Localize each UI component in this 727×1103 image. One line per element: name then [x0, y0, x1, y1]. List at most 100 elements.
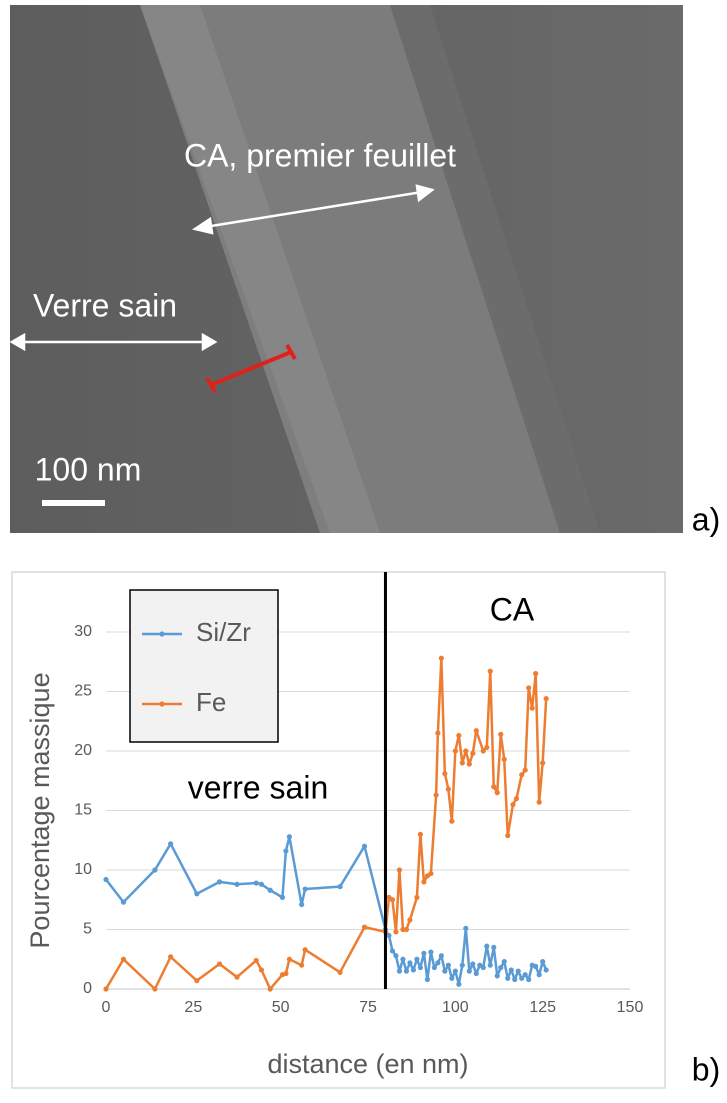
data-point [361, 924, 368, 930]
data-point [526, 685, 532, 691]
scale-bar [42, 500, 105, 506]
data-point [258, 881, 265, 887]
panel-label: b) [692, 1051, 720, 1087]
data-point [396, 867, 403, 873]
data-point [302, 886, 308, 892]
data-point [543, 967, 549, 973]
data-point [216, 879, 223, 885]
data-point [449, 818, 455, 824]
data-point [463, 925, 469, 931]
data-point [540, 959, 546, 965]
data-point [433, 792, 439, 798]
x-tick-label: 75 [359, 999, 377, 1016]
data-point [403, 926, 410, 933]
data-point [522, 767, 528, 773]
layer-edge [140, 5, 380, 533]
data-point [459, 760, 465, 766]
data-point [498, 964, 504, 971]
x-tick-label: 0 [102, 999, 111, 1016]
data-point [519, 772, 525, 778]
data-point [505, 975, 511, 981]
data-point [543, 696, 549, 702]
data-point [337, 969, 343, 975]
data-point [267, 887, 273, 893]
data-point [536, 799, 542, 805]
data-point [435, 730, 441, 736]
y-tick-label: 0 [83, 980, 92, 997]
data-point [234, 881, 240, 887]
data-point [120, 956, 127, 962]
data-point [442, 968, 448, 974]
data-point [253, 880, 259, 886]
data-point [466, 968, 472, 974]
data-point [526, 976, 532, 983]
data-point [414, 956, 420, 962]
x-tick-label: 150 [617, 999, 644, 1016]
legend-label: Fe [196, 687, 226, 717]
data-point [456, 732, 462, 739]
x-tick-label: 25 [184, 999, 202, 1016]
data-point [417, 964, 423, 971]
data-point [194, 891, 200, 897]
data-point [515, 968, 521, 974]
chart: 0 5 10 15 20 25 30 0 25 50 75 100 125 150 distance (en… [25, 572, 643, 1079]
micrograph: CA, premier feuillet Verre sain 100 nm [9, 5, 683, 533]
data-point [494, 973, 500, 979]
data-point [491, 784, 497, 790]
data-point [407, 960, 413, 966]
data-point [396, 968, 403, 974]
data-point [435, 960, 441, 966]
data-point [438, 953, 444, 959]
x-axis-title: distance (en nm) [267, 1049, 468, 1079]
data-point [445, 962, 451, 968]
data-point [491, 944, 497, 950]
data-point [152, 867, 158, 873]
legend-marker [159, 701, 165, 707]
annotation: verre sain [188, 769, 329, 805]
data-point [529, 705, 535, 711]
data-point [168, 841, 174, 847]
data-point [498, 731, 504, 737]
data-point [299, 962, 305, 968]
data-point [152, 986, 158, 992]
data-point [449, 975, 455, 981]
data-point [473, 970, 479, 977]
arrow [9, 332, 218, 352]
layer-edge [390, 5, 600, 533]
data-point [480, 964, 486, 971]
data-point [452, 748, 458, 754]
data-point [512, 976, 518, 983]
data-point [501, 959, 507, 965]
data-point [407, 917, 413, 923]
data-point [421, 879, 427, 885]
data-point [417, 831, 423, 837]
data-point [258, 967, 265, 973]
data-point [442, 771, 448, 777]
y-tick-label: 5 [83, 921, 92, 938]
data-point [501, 756, 507, 762]
legend-marker [159, 631, 165, 637]
data-point [487, 668, 493, 674]
x-tick-label: 125 [529, 999, 556, 1016]
data-point [456, 981, 462, 987]
data-point [302, 947, 308, 953]
data-point [286, 834, 292, 840]
x-tick-label: 50 [272, 999, 290, 1016]
data-point [536, 972, 542, 978]
data-point [194, 978, 200, 984]
image-label: Verre sain [33, 287, 177, 323]
data-point [508, 967, 514, 973]
data-point [393, 929, 399, 935]
data-point [103, 986, 109, 992]
data-point [428, 870, 434, 877]
data-point [253, 957, 259, 964]
data-point [533, 963, 539, 969]
data-point [120, 899, 127, 905]
data-point [389, 948, 396, 954]
data-point [522, 972, 528, 978]
data-point [234, 974, 240, 980]
data-point [283, 970, 289, 977]
data-point [286, 956, 292, 962]
data-point [267, 986, 273, 992]
image-label: CA, premier feuillet [184, 137, 456, 173]
